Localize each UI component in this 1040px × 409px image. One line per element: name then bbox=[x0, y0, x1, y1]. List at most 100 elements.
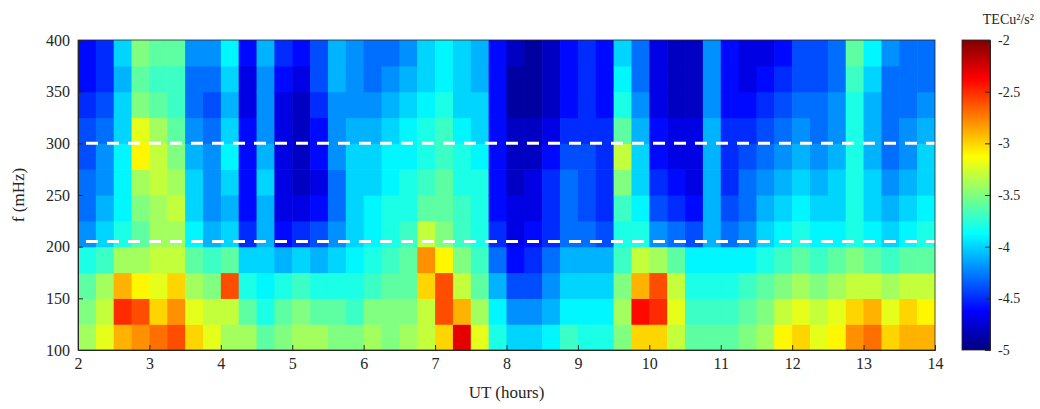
heatmap-cell bbox=[667, 247, 685, 273]
heatmap-cell bbox=[899, 273, 917, 299]
heatmap-cell bbox=[596, 118, 614, 144]
colorbar: -2-2.5-3-3.5-4-4.5-5TECu²/s² bbox=[962, 12, 1034, 358]
heatmap-cell bbox=[864, 143, 882, 169]
heatmap-cell bbox=[96, 118, 114, 144]
heatmap-cell bbox=[328, 298, 346, 324]
heatmap-cell bbox=[578, 221, 596, 247]
heatmap-cell bbox=[310, 143, 328, 169]
heatmap-cell bbox=[685, 92, 703, 118]
tick-label: 350 bbox=[46, 83, 70, 100]
heatmap-cell bbox=[274, 324, 292, 350]
heatmap-cell bbox=[203, 40, 221, 66]
heatmap-cell bbox=[185, 92, 203, 118]
heatmap-cell bbox=[310, 169, 328, 195]
heatmap-cell bbox=[756, 66, 774, 92]
heatmap-cell bbox=[239, 247, 257, 273]
heatmap-cell bbox=[881, 169, 899, 195]
heatmap-cell bbox=[346, 195, 364, 221]
heatmap-cell bbox=[667, 324, 685, 350]
heatmap-cell bbox=[578, 66, 596, 92]
heatmap-cell bbox=[828, 118, 846, 144]
heatmap-cell bbox=[649, 66, 667, 92]
heatmap-cell bbox=[631, 221, 649, 247]
heatmap-cell bbox=[649, 92, 667, 118]
heatmap-cell bbox=[703, 66, 721, 92]
heatmap-cell bbox=[435, 118, 453, 144]
heatmap-cell bbox=[846, 273, 864, 299]
heatmap-cell bbox=[221, 247, 239, 273]
heatmap-cell bbox=[631, 273, 649, 299]
heatmap-cell bbox=[792, 324, 810, 350]
heatmap-cell bbox=[596, 169, 614, 195]
tick-mark bbox=[721, 345, 722, 350]
heatmap-cell bbox=[346, 92, 364, 118]
heatmap-cell bbox=[810, 92, 828, 118]
tick: 9 bbox=[574, 345, 582, 372]
heatmap-cell bbox=[471, 40, 489, 66]
heatmap-cell bbox=[132, 273, 150, 299]
heatmap-cell bbox=[132, 92, 150, 118]
heatmap-cell bbox=[257, 40, 275, 66]
tick: 250 bbox=[46, 187, 83, 204]
heatmap-cell bbox=[328, 324, 346, 350]
heatmap-cell bbox=[614, 169, 632, 195]
heatmap-cell bbox=[864, 273, 882, 299]
heatmap-cell bbox=[310, 221, 328, 247]
heatmap-cell bbox=[560, 298, 578, 324]
heatmap-cell bbox=[899, 66, 917, 92]
heatmap-cell bbox=[739, 143, 757, 169]
heatmap-cell bbox=[703, 195, 721, 221]
heatmap-cell bbox=[185, 273, 203, 299]
heatmap-cell bbox=[774, 66, 792, 92]
tick: 3 bbox=[146, 345, 154, 372]
tick: -4.5 bbox=[985, 291, 1020, 306]
heatmap-cell bbox=[114, 273, 132, 299]
heatmap-cell bbox=[78, 273, 96, 299]
heatmap-cell bbox=[649, 195, 667, 221]
heatmap-cell bbox=[435, 195, 453, 221]
heatmap-cell bbox=[739, 66, 757, 92]
heatmap-cell bbox=[274, 143, 292, 169]
heatmap-cell bbox=[114, 221, 132, 247]
heatmap-cell bbox=[489, 92, 507, 118]
heatmap-cell bbox=[114, 298, 132, 324]
heatmap-cell bbox=[346, 221, 364, 247]
heatmap-cell bbox=[239, 66, 257, 92]
heatmap-cell bbox=[721, 143, 739, 169]
heatmap-cell bbox=[149, 298, 167, 324]
heatmap-cell bbox=[631, 169, 649, 195]
heatmap-cell bbox=[364, 118, 382, 144]
tick: 300 bbox=[46, 135, 83, 152]
heatmap-cell bbox=[881, 92, 899, 118]
heatmap-cell bbox=[96, 273, 114, 299]
heatmap-cell bbox=[721, 66, 739, 92]
heatmap-cell bbox=[257, 324, 275, 350]
heatmap-cell bbox=[114, 247, 132, 273]
heatmap-cell bbox=[917, 195, 935, 221]
heatmap-cell bbox=[435, 298, 453, 324]
heatmap-cell bbox=[239, 324, 257, 350]
heatmap-cell bbox=[667, 40, 685, 66]
tick: 400 bbox=[46, 32, 83, 49]
heatmap-cell bbox=[221, 169, 239, 195]
heatmap-cell bbox=[167, 324, 185, 350]
heatmap-cell bbox=[453, 92, 471, 118]
heatmap-cell bbox=[292, 66, 310, 92]
heatmap-cell bbox=[542, 298, 560, 324]
heatmap-cell bbox=[185, 247, 203, 273]
heatmap-cell bbox=[274, 298, 292, 324]
heatmap-cell bbox=[78, 247, 96, 273]
tick-mark bbox=[78, 195, 83, 196]
tick-label: -4 bbox=[998, 240, 1010, 255]
tick: 8 bbox=[503, 345, 511, 372]
heatmap-cell bbox=[489, 247, 507, 273]
heatmap-cell bbox=[810, 324, 828, 350]
heatmap-cell bbox=[310, 195, 328, 221]
heatmap-cell bbox=[328, 195, 346, 221]
tick-label: 200 bbox=[46, 238, 70, 255]
heatmap-cell bbox=[667, 92, 685, 118]
tick-mark bbox=[78, 143, 83, 144]
heatmap-cell bbox=[846, 169, 864, 195]
axis-line bbox=[79, 41, 84, 351]
heatmap-cell bbox=[685, 143, 703, 169]
